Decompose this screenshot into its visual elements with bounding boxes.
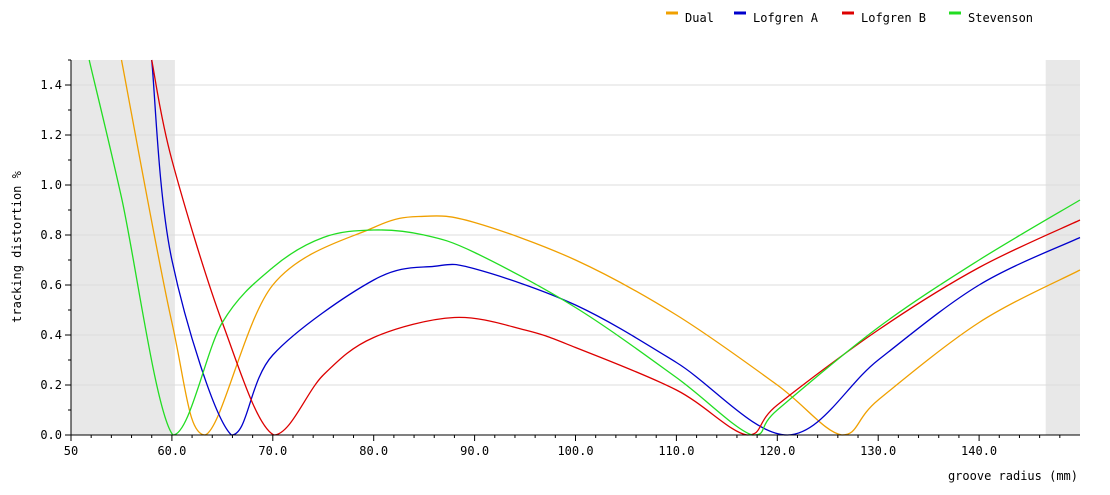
series-line-dual [120,59,1081,436]
shaded-regions [71,60,1080,435]
x-tick-label: 70.0 [258,444,287,458]
legend-label-stevenson: Stevenson [968,11,1033,25]
shaded-region-1 [1045,60,1080,435]
series-lines [88,59,1081,436]
y-tick-label: 1.2 [40,128,62,142]
x-tick-label: 50 [64,444,78,458]
y-tick-label: 1.0 [40,178,62,192]
grid-lines [71,84,1080,386]
x-axis-title: groove radius (mm) [948,469,1078,483]
legend-label-lofgren-b: Lofgren B [861,11,926,25]
x-tick-label: 110.0 [658,444,694,458]
series-line-lofgren-b [151,59,1081,436]
y-tick-label: 0.6 [40,278,62,292]
x-tick-label: 130.0 [860,444,896,458]
x-tick-label: 140.0 [961,444,997,458]
y-tick-label: 0.4 [40,328,62,342]
y-tick-label: 1.4 [40,78,62,92]
y-axis-title: tracking distortion % [10,170,24,322]
series-line-lofgren-a [151,59,1081,436]
x-tick-label: 120.0 [759,444,795,458]
y-tick-label: 0.8 [40,228,62,242]
legend: Dual Lofgren A Lofgren B Stevenson [666,11,1033,25]
tick-labels: 50 60.0 70.0 80.0 90.0 100.0 110.0 120.0 130.0 14… [40,78,997,458]
y-tick-label: 0.0 [40,428,62,442]
x-tick-label: 60.0 [157,444,186,458]
axes [65,59,1080,441]
x-tick-label: 100.0 [557,444,593,458]
legend-label-dual: Dual [685,11,714,25]
x-tick-label: 90.0 [460,444,489,458]
x-tick-label: 80.0 [359,444,388,458]
shaded-region-0 [71,60,175,435]
y-tick-label: 0.2 [40,378,62,392]
series-line-stevenson [88,59,1081,436]
legend-label-lofgren-a: Lofgren A [753,11,819,25]
